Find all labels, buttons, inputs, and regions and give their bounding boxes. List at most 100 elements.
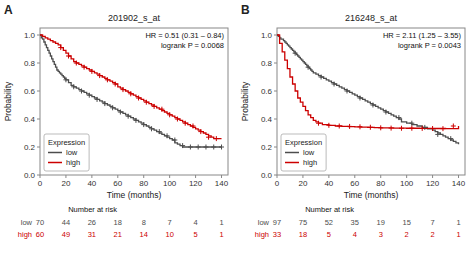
censor-mark [448,136,453,141]
censor-plus [332,82,337,87]
censor-plus [120,87,125,92]
y-tick-label: 0.4 [261,115,273,124]
x-tick-label: 20 [298,179,307,188]
chart-title: 216248_s_at [345,13,398,23]
risk-count: 5 [327,230,331,239]
censor-mark [214,136,219,141]
x-axis-label: Time (months) [344,190,399,200]
x-tick [380,175,381,178]
risk-count: 2 [431,230,435,239]
plot-frame [40,28,228,175]
censor-mark [337,124,342,129]
y-tick-label: 1.0 [24,31,36,40]
x-tick [354,175,355,178]
x-tick [117,175,118,178]
x-tick-label: 140 [452,179,466,188]
x-tick [277,175,278,178]
risk-row-label: high [255,230,269,239]
legend-swatch [285,162,299,164]
plot-frame [277,28,465,175]
censor-mark [136,96,141,101]
censor-plus [345,89,350,94]
y-tick-label: 0.8 [24,59,36,68]
risk-count: 1 [456,230,460,239]
censor-plus [126,114,131,119]
x-tick-label: 0 [275,179,280,188]
x-tick [169,175,170,178]
x-tick-label: 20 [61,179,70,188]
risk-count: 14 [140,230,148,239]
y-tick-label: 0.6 [24,87,36,96]
risk-count: 8 [142,218,146,227]
risk-count: 18 [114,218,122,227]
censor-plus [144,100,149,105]
censor-plus [167,112,172,117]
survival-curve [40,35,222,139]
censor-mark [399,126,404,131]
survival-curve [40,35,222,147]
censor-mark [409,126,414,131]
y-tick [37,91,40,92]
censor-plus [211,145,216,150]
legend-entry: low [66,148,78,157]
censor-plus [74,61,79,66]
censor-mark [113,82,118,87]
risk-count: 18 [299,230,307,239]
censor-mark [389,126,394,131]
censor-plus [183,121,188,126]
y-axis-label: Probability [240,81,250,121]
risk-count: 31 [88,230,96,239]
censor-plus [66,54,71,59]
legend-title: Expression [285,138,322,147]
censor-mark [206,135,211,140]
censor-plus [347,124,352,129]
censor-plus [188,145,193,150]
censor-plus [157,129,162,134]
censor-plus [149,126,154,131]
censor-mark [95,97,100,102]
censor-plus [435,132,440,137]
censor-plus [370,103,375,108]
censor-mark [128,91,133,96]
censor-plus [113,82,118,87]
y-tick-label: 0.2 [24,143,36,152]
censor-plus [430,126,435,131]
censor-plus [383,110,388,115]
y-tick [274,63,277,64]
censor-plus [190,124,195,129]
legend-swatch [48,162,62,164]
risk-count: 1 [456,218,460,227]
panel: B216248_s_at0.00.20.40.60.81.00204060801… [240,3,466,239]
censor-plus [87,93,92,98]
x-tick [65,175,66,178]
censor-plus [175,117,180,122]
censor-plus [110,105,115,110]
legend-entry: high [303,158,317,167]
censor-plus [152,104,157,109]
risk-count: 5 [194,230,198,239]
censor-mark [167,112,172,117]
risk-row-label: low [258,218,270,227]
censor-plus [82,65,87,70]
x-axis-label: Time (months) [107,190,162,200]
censor-mark [175,117,180,122]
censor-plus [357,124,362,129]
y-tick-label: 0.4 [24,115,36,124]
censor-plus [133,118,138,123]
censor-mark [316,121,321,126]
legend-box [281,134,326,171]
censor-plus [409,121,414,126]
censor-mark [165,133,170,138]
y-tick [37,35,40,36]
censor-mark [422,125,427,130]
censor-plus [136,96,141,101]
censor-mark [58,45,63,50]
censor-plus [357,96,362,101]
censor-mark [149,126,154,131]
x-tick [328,175,329,178]
risk-count: 19 [377,218,385,227]
censor-mark [102,101,107,106]
censor-mark [188,145,193,150]
risk-table: Number at risklow704426188741high6049312… [18,205,224,239]
censor-mark [105,77,110,82]
